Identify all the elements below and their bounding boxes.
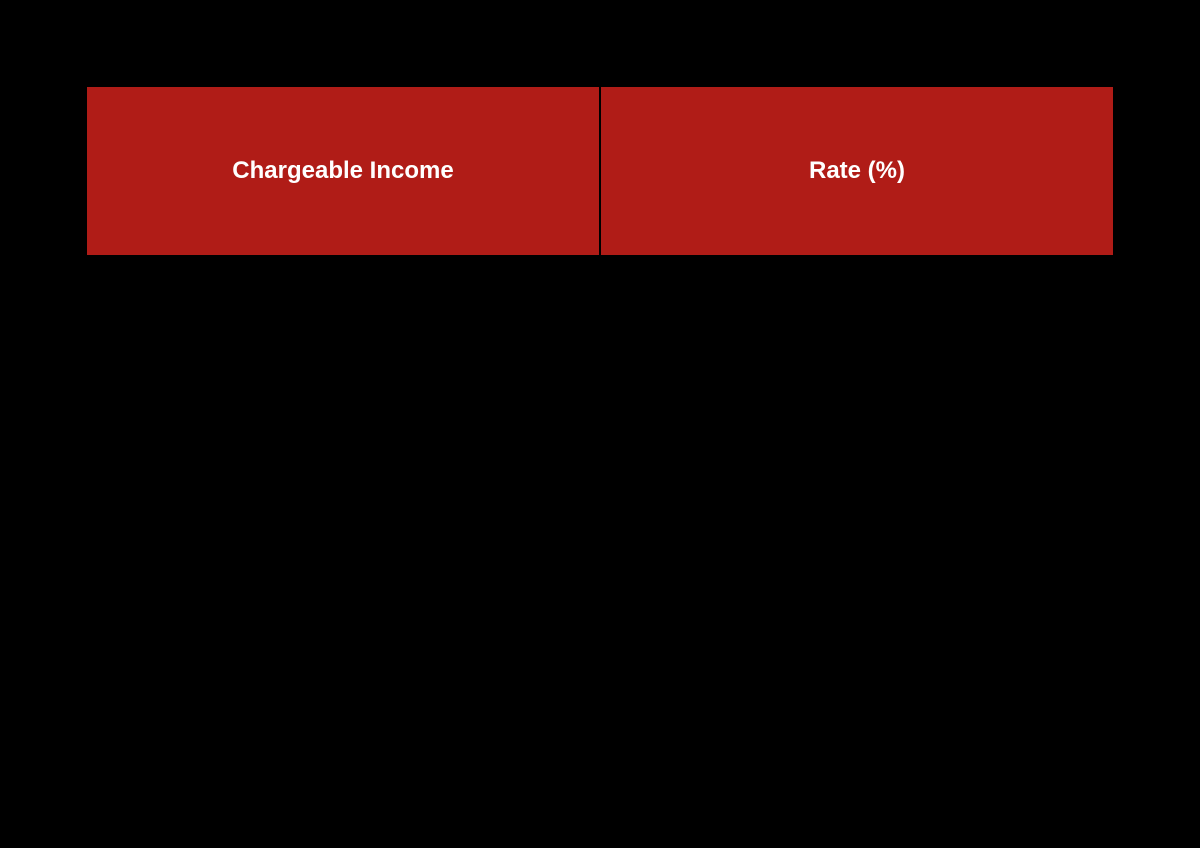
- table-header-label: Chargeable Income: [232, 157, 453, 185]
- table-header-cell-chargeable-income: Chargeable Income: [85, 85, 600, 257]
- tax-rate-table: Chargeable Income Rate (%): [85, 85, 1115, 257]
- table-header-label: Rate (%): [809, 157, 905, 185]
- table-header-cell-rate: Rate (%): [600, 85, 1115, 257]
- table-header-row: Chargeable Income Rate (%): [85, 85, 1115, 257]
